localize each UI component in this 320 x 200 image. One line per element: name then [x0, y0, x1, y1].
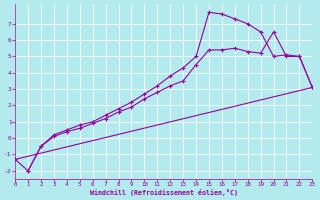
- X-axis label: Windchill (Refroidissement éolien,°C): Windchill (Refroidissement éolien,°C): [90, 189, 238, 196]
